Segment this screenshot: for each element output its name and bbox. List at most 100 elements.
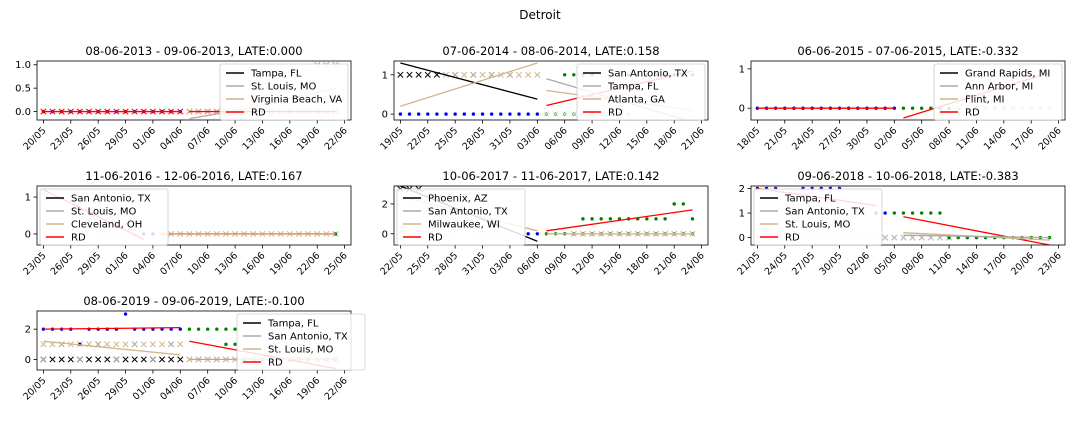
- data-point: [461, 71, 468, 78]
- data-point: [919, 106, 924, 110]
- data-point: [608, 217, 613, 221]
- x-tick-label: 26/05: [76, 125, 103, 152]
- y-tick-label: 2: [25, 325, 31, 336]
- x-tick-label: 15/06: [597, 250, 624, 277]
- x-tick-label: 09/06: [543, 250, 570, 277]
- x-tick-label: 18/06: [625, 250, 652, 277]
- data-point: [471, 112, 476, 116]
- x-tick-label: 12/06: [570, 250, 597, 277]
- data-point: [581, 217, 585, 221]
- data-point: [122, 341, 129, 348]
- y-tick-label: 1: [739, 209, 745, 220]
- data-point: [590, 217, 594, 221]
- figure-suptitle: Detroit: [519, 8, 561, 22]
- data-point: [215, 327, 219, 331]
- x-tick-label: 01/06: [131, 125, 158, 152]
- fit-line: [43, 326, 181, 330]
- legend: Grand Rapids, MI Ann Arbor, MI Flint, MI RD: [933, 63, 1063, 121]
- data-point: [397, 71, 404, 78]
- data-point: [508, 112, 512, 116]
- x-tick-label: 07/06: [186, 375, 213, 402]
- data-point: [654, 217, 658, 221]
- x-tick-label: 31/05: [488, 125, 515, 152]
- x-tick-label: 30/05: [845, 125, 872, 152]
- x-tick-label: 25/05: [406, 250, 433, 277]
- x-tick-label: 02/06: [872, 125, 899, 152]
- data-point: [883, 211, 887, 215]
- legend: Phoenix, AZ San Antonio, TX Milwaukee, WI R…: [396, 188, 526, 246]
- data-point: [489, 112, 494, 116]
- subplot-title: 08-06-2019 - 09-06-2019, LATE:-0.100: [83, 294, 304, 308]
- subplot-title: 09-06-2018 - 10-06-2018, LATE:-0.383: [797, 169, 1018, 183]
- data-point: [168, 356, 175, 363]
- data-point: [158, 356, 166, 363]
- legend-label: St. Louis, MO: [268, 345, 333, 356]
- x-tick-label: 27/05: [790, 250, 817, 277]
- fit-line: [903, 234, 1050, 239]
- data-point: [149, 341, 156, 348]
- subplot-title: 10-06-2017 - 11-06-2017, LATE:0.142: [442, 169, 659, 183]
- x-tick-label: 30/05: [818, 250, 845, 277]
- data-point: [901, 211, 906, 215]
- data-point: [407, 112, 412, 116]
- y-tick-label: 2: [382, 199, 388, 210]
- data-point: [168, 341, 175, 348]
- subplot-3: 06-06-2015 - 07-06-2015, LATE:-0.332 0 1 18…: [735, 44, 1066, 152]
- data-point: [233, 327, 237, 331]
- x-tick-label: 04/06: [158, 375, 185, 402]
- subplot-title: 11-06-2016 - 12-06-2016, LATE:0.167: [85, 169, 302, 183]
- x-tick-label: 07/06: [158, 250, 185, 277]
- data-point: [462, 112, 466, 116]
- data-point: [187, 327, 192, 331]
- axes-frame: [750, 60, 1066, 121]
- x-tick-label: 26/05: [49, 250, 76, 277]
- data-point: [543, 111, 550, 118]
- y-tick-label: 1.0: [15, 60, 31, 71]
- x-tick-label: 25/06: [323, 250, 350, 277]
- axes-frame: [36, 60, 352, 121]
- legend-label: Milwaukee, WI: [428, 220, 500, 231]
- fit-line: [400, 62, 538, 100]
- data-point: [681, 202, 686, 206]
- subplot-2: 07-06-2014 - 08-06-2014, LATE:0.158 0 1 19/…: [378, 44, 709, 152]
- x-tick-label: 10/06: [186, 250, 213, 277]
- data-point: [947, 235, 951, 240]
- legend-label: RD: [428, 233, 443, 244]
- legend-label: Flint, MI: [965, 95, 1005, 106]
- x-tick-label: 25/05: [433, 125, 460, 152]
- axes-frame: [393, 60, 709, 121]
- data-point: [415, 71, 422, 78]
- x-tick-label: 22/06: [323, 125, 350, 152]
- x-tick-label: 31/05: [461, 250, 488, 277]
- data-point: [333, 232, 338, 236]
- data-point: [196, 327, 201, 331]
- subplot-5: 10-06-2017 - 11-06-2017, LATE:0.142 0 2 22/…: [378, 169, 709, 277]
- x-tick-label: 18/05: [735, 125, 762, 152]
- data-point: [123, 312, 128, 316]
- data-point: [205, 327, 210, 331]
- data-point: [178, 327, 183, 331]
- x-tick-label: 19/06: [295, 375, 322, 402]
- x-tick-label: 21/06: [680, 125, 707, 152]
- data-point: [882, 234, 889, 241]
- legend-label: Tampa, FL: [607, 82, 659, 93]
- data-point: [186, 356, 193, 363]
- subplot-1: 08-06-2013 - 09-06-2013, LATE:0.000 0.0 0.…: [15, 44, 352, 152]
- x-tick-label: 15/06: [625, 125, 652, 152]
- data-point: [535, 112, 540, 116]
- legend-label: St. Louis, MO: [785, 220, 850, 231]
- legend-box: [219, 63, 349, 121]
- data-point: [424, 71, 431, 78]
- legend-label: St. Louis, MO: [71, 207, 136, 218]
- data-point: [929, 211, 933, 215]
- y-tick-label: 1: [25, 193, 31, 204]
- x-tick-label: 10/06: [213, 125, 240, 152]
- data-point: [67, 356, 74, 363]
- data-point: [515, 71, 523, 78]
- data-point: [398, 112, 403, 116]
- subplot-4: 11-06-2016 - 12-06-2016, LATE:0.167 0 1 23/…: [21, 169, 352, 277]
- data-point: [444, 112, 448, 116]
- legend: Tampa, FL San Antonio, TX St. Louis, MO RD: [753, 188, 883, 246]
- legend-label: RD: [965, 108, 980, 119]
- data-point: [470, 71, 477, 78]
